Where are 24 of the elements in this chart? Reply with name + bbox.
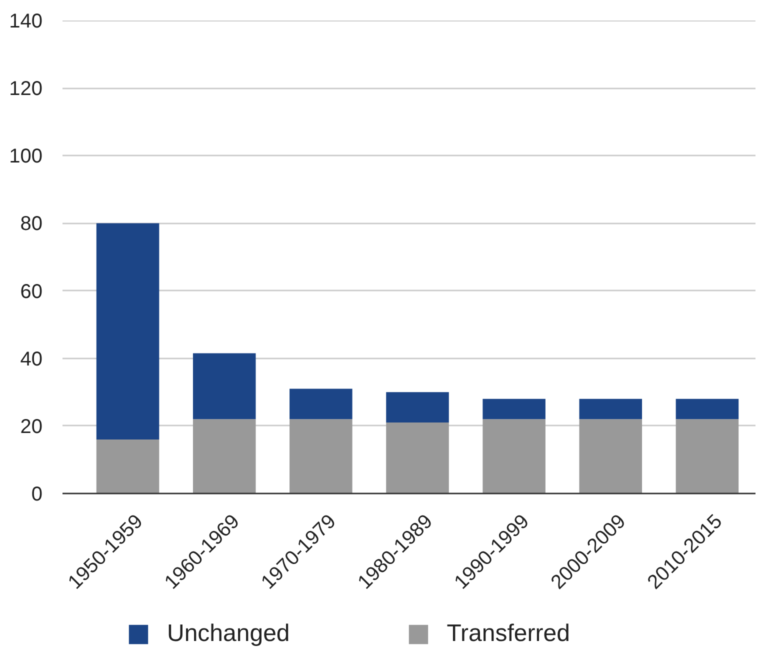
bar — [290, 419, 352, 494]
bar — [192, 419, 256, 494]
y-tick-label: 60 — [20, 280, 43, 303]
y-tick-label: 80 — [20, 213, 43, 236]
legend-label: Transferred — [446, 620, 570, 648]
bar — [482, 398, 546, 420]
bar — [290, 388, 352, 420]
bar — [386, 422, 449, 494]
y-tick-label: 20 — [20, 416, 43, 438]
bar — [386, 392, 449, 423]
y-tick-label: 0 — [31, 484, 42, 506]
bar — [96, 223, 160, 440]
bar — [676, 419, 739, 494]
y-tick-label: 100 — [9, 146, 43, 168]
bar — [96, 439, 160, 494]
bar — [579, 398, 642, 420]
bar — [676, 398, 739, 420]
bar — [579, 419, 642, 494]
y-tick-label: 120 — [9, 78, 43, 100]
bar — [482, 419, 546, 494]
bar — [192, 353, 256, 420]
legend-label: Unchanged — [167, 620, 290, 648]
y-tick-label: 140 — [9, 10, 43, 32]
y-tick-label: 40 — [20, 348, 43, 370]
